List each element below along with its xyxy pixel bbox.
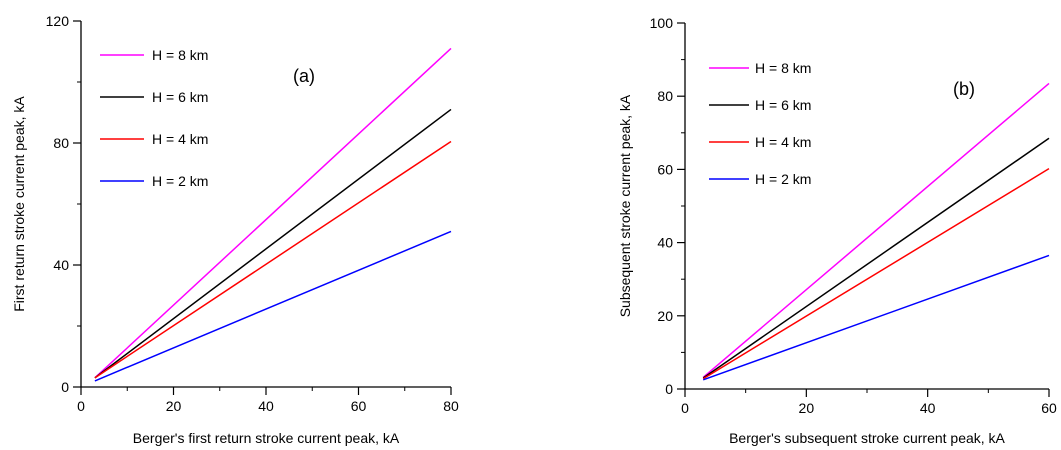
series-line: [94, 47, 452, 379]
y-tick-label: 0: [61, 379, 69, 395]
legend-label: H = 6 km: [152, 89, 208, 105]
x-tick-label: 0: [681, 400, 689, 416]
panel-b-subsequent-stroke: 0 20 40 60 0 20 40 60 80 100 Berger's subsequent s…: [617, 15, 1057, 446]
legend-label: H = 2 km: [755, 171, 811, 187]
series-line: [94, 230, 452, 382]
y-axis-title: First return stroke current peak, kA: [11, 96, 27, 312]
y-axis-title: Subsequent stroke current peak, kA: [617, 94, 633, 317]
series-line: [702, 137, 1050, 379]
legend-label: H = 4 km: [152, 131, 208, 147]
x-axis-title: Berger's first return stroke current pea…: [133, 430, 400, 446]
x-tick-label: 60: [1041, 400, 1057, 416]
series-line: [702, 254, 1050, 381]
y-tick-label: 40: [657, 235, 673, 251]
y-tick-label: 20: [657, 308, 673, 324]
series-line: [94, 140, 452, 379]
x-tick-label: 60: [351, 398, 367, 414]
y-tick-label: 120: [46, 13, 70, 29]
x-tick-label: 0: [77, 398, 85, 414]
x-tick-label: 20: [799, 400, 815, 416]
legend-label: H = 8 km: [152, 47, 208, 63]
series-line: [702, 82, 1050, 378]
x-tick-label: 40: [920, 400, 936, 416]
x-tick-label: 80: [443, 398, 459, 414]
panel-label: (b): [953, 79, 975, 99]
legend-label: H = 8 km: [755, 60, 811, 76]
y-tick-label: 40: [53, 257, 69, 273]
panel-label: (a): [293, 66, 315, 86]
x-axis-title: Berger's subsequent stroke current peak,…: [729, 430, 1005, 446]
x-tick-label: 40: [258, 398, 274, 414]
legend-label: H = 6 km: [755, 97, 811, 113]
y-tick-label: 80: [657, 88, 673, 104]
series-line: [94, 108, 452, 379]
series-line: [702, 168, 1050, 380]
legend-label: H = 2 km: [152, 173, 208, 189]
legend-label: H = 4 km: [755, 134, 811, 150]
panel-a-first-return-stroke: 0 20 40 60 80 0 40 80 120 Berger's first return s…: [11, 13, 459, 446]
y-tick-label: 100: [650, 15, 674, 31]
y-tick-label: 0: [665, 381, 673, 397]
x-tick-label: 20: [166, 398, 182, 414]
y-tick-label: 60: [657, 161, 673, 177]
y-tick-label: 80: [53, 135, 69, 151]
